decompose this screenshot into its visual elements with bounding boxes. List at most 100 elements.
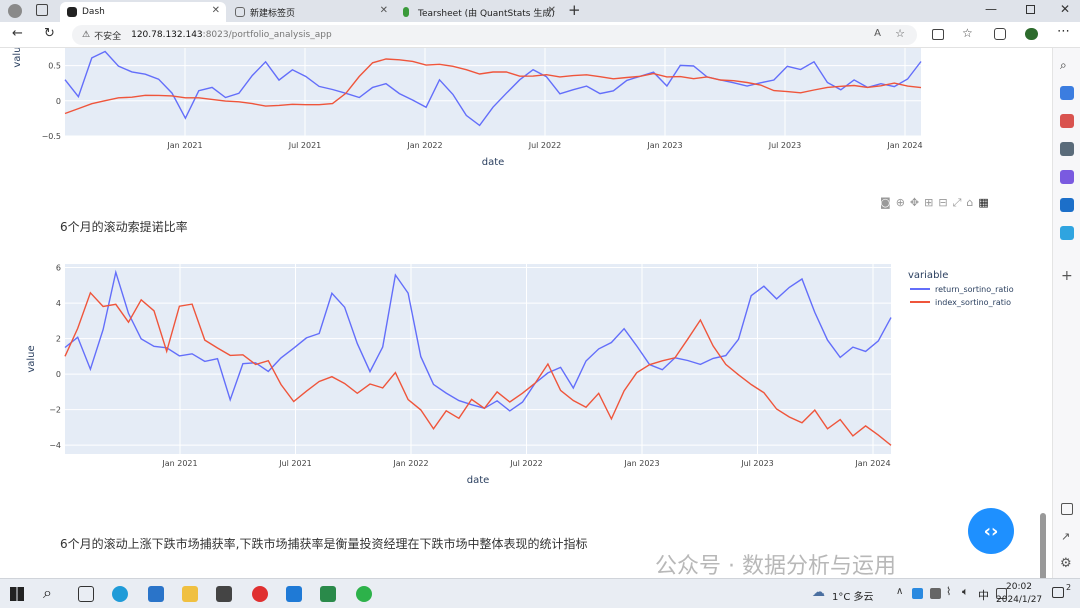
legend-title: variable <box>908 270 948 281</box>
search-icon[interactable]: ⌕ <box>1060 58 1067 72</box>
url-field[interactable]: ⚠ 不安全 120.78.132.143 :8023/portfolio_ana… <box>72 25 917 45</box>
network-icon[interactable]: ⌇ <box>946 585 952 598</box>
file-explorer-icon[interactable] <box>182 586 198 602</box>
url-host: 120.78.132.143 <box>131 30 203 40</box>
clock-date[interactable]: 2024/1/27 <box>996 595 1043 605</box>
windows-start-icon[interactable] <box>10 587 24 601</box>
refresh-icon[interactable]: ↻ <box>44 26 55 41</box>
outlook-icon[interactable] <box>1060 198 1074 212</box>
plot-modebar: ◙⊕✥⊞⊟⤢⌂▦ <box>880 196 994 210</box>
x-tick-label: Jan 2021 <box>161 459 197 468</box>
close-tab-icon[interactable]: ✕ <box>211 5 220 16</box>
close-tab-icon[interactable]: ✕ <box>379 5 388 16</box>
security-label: 不安全 <box>94 31 122 42</box>
tab-actions-icon[interactable] <box>36 4 48 16</box>
read-aloud-icon[interactable]: A <box>874 28 881 39</box>
windows-taskbar: ⌕ ☁ 1°C 多云 ∧ ⌇ 🔈︎ 中 20:02 2024/1/27 2 <box>0 578 1080 608</box>
zoom-icon[interactable]: ⊕ <box>895 196 910 209</box>
tab-new-tab[interactable]: 新建标签页 ✕ <box>228 2 394 22</box>
legend-item-return[interactable]: return_sortino_ratio <box>935 285 1014 294</box>
external-link-icon[interactable]: ↗ <box>1061 530 1071 543</box>
clock-time[interactable]: 20:02 <box>1006 582 1032 592</box>
series-line-index[interactable] <box>64 58 922 115</box>
legend-item-index[interactable]: index_sortino_ratio <box>935 298 1011 307</box>
office-icon[interactable] <box>1060 170 1074 184</box>
plot-area <box>65 48 921 136</box>
close-tab-icon[interactable]: ✕ <box>547 5 556 16</box>
weather-icon[interactable]: ☁ <box>812 585 825 600</box>
volume-icon[interactable]: 🔈︎ <box>962 585 969 598</box>
profile-avatar-icon[interactable] <box>8 4 22 18</box>
reset-axes-icon[interactable]: ⌂ <box>966 196 979 209</box>
favorites-icon[interactable]: ☆ <box>962 26 973 40</box>
warning-icon: ⚠ <box>82 30 91 40</box>
tab-label: Tearsheet (由 QuantStats 生成) <box>418 8 555 19</box>
maximize-icon[interactable] <box>1026 5 1035 14</box>
y-tick-label: 6 <box>56 264 61 273</box>
split-screen-icon[interactable] <box>932 29 944 40</box>
close-window-icon[interactable]: ✕ <box>1060 2 1071 16</box>
tools-icon[interactable] <box>1060 114 1074 128</box>
x-tick-label: Jul 2022 <box>528 141 562 150</box>
tray-app-icon[interactable] <box>912 588 923 599</box>
scrollbar-thumb[interactable] <box>1040 513 1046 578</box>
back-icon[interactable]: ← <box>12 26 23 41</box>
drop-icon[interactable] <box>1060 226 1074 240</box>
weather-text[interactable]: 1°C 多云 <box>832 592 874 603</box>
dev-tools-fab[interactable]: ‹› <box>968 508 1014 554</box>
x-tick-label: Jul 2021 <box>278 459 312 468</box>
games-icon[interactable] <box>1060 142 1074 156</box>
series-line-return[interactable] <box>64 50 922 127</box>
address-bar: ← ↻ ⚠ 不安全 120.78.132.143 :8023/portfolio… <box>0 22 1080 48</box>
terminal-icon[interactable] <box>320 586 336 602</box>
store-icon[interactable] <box>216 586 232 602</box>
shopping-icon[interactable] <box>1060 86 1074 100</box>
x-tick-label: Jan 2022 <box>406 141 442 150</box>
chart-rolling-top: 0.5 0 −0.5 Jan 2021 Jul 2021 Jan 2022 Jul 2022… <box>12 48 923 168</box>
zoom-out-icon[interactable]: ⊟ <box>938 196 953 209</box>
add-sidebar-app-icon[interactable]: + <box>1061 268 1073 284</box>
browser-tab-bar: Dash ✕ 新建标签页 ✕ Tearsheet (由 QuantStats 生… <box>0 0 1080 22</box>
minimize-icon[interactable]: — <box>985 2 997 16</box>
x-tick-label: Jan 2024 <box>886 141 922 150</box>
extension-icon[interactable] <box>1025 28 1038 40</box>
wechat-icon[interactable] <box>356 586 372 602</box>
edge-taskbar-icon[interactable] <box>112 586 128 602</box>
notification-icon[interactable] <box>1052 587 1064 598</box>
task-view-icon[interactable] <box>78 586 94 602</box>
settings-gear-icon[interactable]: ⚙ <box>1060 556 1072 571</box>
y-tick-label: 0 <box>56 370 61 379</box>
favorite-star-icon[interactable]: ☆ <box>895 27 905 40</box>
mail-icon[interactable] <box>148 586 164 602</box>
edge-sidebar: ⌕ + ↗ ⚙ <box>1052 48 1080 578</box>
new-tab-icon[interactable]: + <box>568 1 581 19</box>
chart-favicon-icon <box>403 7 409 17</box>
x-tick-label: Jan 2022 <box>392 459 428 468</box>
tab-tearsheet[interactable]: Tearsheet (由 QuantStats 生成) ✕ <box>396 2 562 22</box>
tray-app-icon[interactable] <box>996 588 1007 599</box>
plotly-logo-icon[interactable]: ▦ <box>978 196 994 209</box>
netease-music-icon[interactable] <box>252 586 268 602</box>
collections-icon[interactable] <box>994 28 1006 40</box>
sidebar-layout-icon[interactable] <box>1061 503 1073 515</box>
zoom-in-icon[interactable]: ⊞ <box>924 196 939 209</box>
series-line-index_sortino_ratio[interactable] <box>64 291 892 446</box>
x-tick-label: Jul 2023 <box>768 141 802 150</box>
series-line-return_sortino_ratio[interactable] <box>64 269 892 412</box>
autoscale-icon[interactable]: ⤢ <box>952 196 967 209</box>
y-tick-label: −2 <box>49 406 61 415</box>
x-axis-title: date <box>467 475 490 486</box>
tray-chevron-icon[interactable]: ∧ <box>896 586 904 597</box>
camera-icon[interactable]: ◙ <box>880 196 896 209</box>
x-tick-label: Jul 2023 <box>740 459 774 468</box>
ime-indicator[interactable]: 中 <box>978 589 989 602</box>
pan-icon[interactable]: ✥ <box>909 196 925 209</box>
page-favicon-icon <box>235 7 245 17</box>
url-path: :8023/portfolio_analysis_app <box>202 30 332 40</box>
y-axis-title: value <box>26 345 37 372</box>
more-menu-icon[interactable]: ⋯ <box>1057 24 1070 39</box>
tab-dash[interactable]: Dash ✕ <box>60 2 226 22</box>
taskbar-search-icon[interactable]: ⌕ <box>43 583 52 602</box>
tray-app-icon[interactable] <box>930 588 941 599</box>
vscode-icon[interactable] <box>286 586 302 602</box>
